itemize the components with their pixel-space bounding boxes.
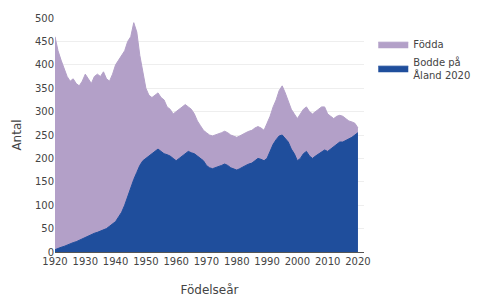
svg-text:150: 150 [35, 176, 54, 187]
svg-text:1970: 1970 [194, 256, 219, 267]
svg-text:Antal: Antal [10, 119, 24, 150]
svg-text:1920: 1920 [42, 256, 67, 267]
svg-text:50: 50 [41, 223, 54, 234]
svg-text:400: 400 [35, 59, 54, 70]
svg-text:500: 500 [35, 13, 54, 24]
svg-text:300: 300 [35, 106, 54, 117]
svg-text:1930: 1930 [73, 256, 98, 267]
svg-text:100: 100 [35, 200, 54, 211]
svg-text:450: 450 [35, 36, 54, 47]
svg-text:1990: 1990 [254, 256, 279, 267]
svg-text:1950: 1950 [133, 256, 158, 267]
svg-text:0: 0 [48, 247, 54, 258]
svg-text:1940: 1940 [103, 256, 128, 267]
svg-text:350: 350 [35, 83, 54, 94]
svg-text:Bodde påÅland 2020: Bodde påÅland 2020 [413, 56, 470, 81]
svg-text:1960: 1960 [163, 256, 188, 267]
svg-text:250: 250 [35, 130, 54, 141]
svg-text:Födda: Födda [413, 39, 443, 50]
svg-text:2000: 2000 [285, 256, 310, 267]
svg-text:200: 200 [35, 153, 54, 164]
svg-text:Födelseår: Födelseår [180, 283, 238, 297]
svg-text:2020: 2020 [345, 256, 370, 267]
svg-text:2010: 2010 [315, 256, 340, 267]
svg-text:1980: 1980 [224, 256, 249, 267]
